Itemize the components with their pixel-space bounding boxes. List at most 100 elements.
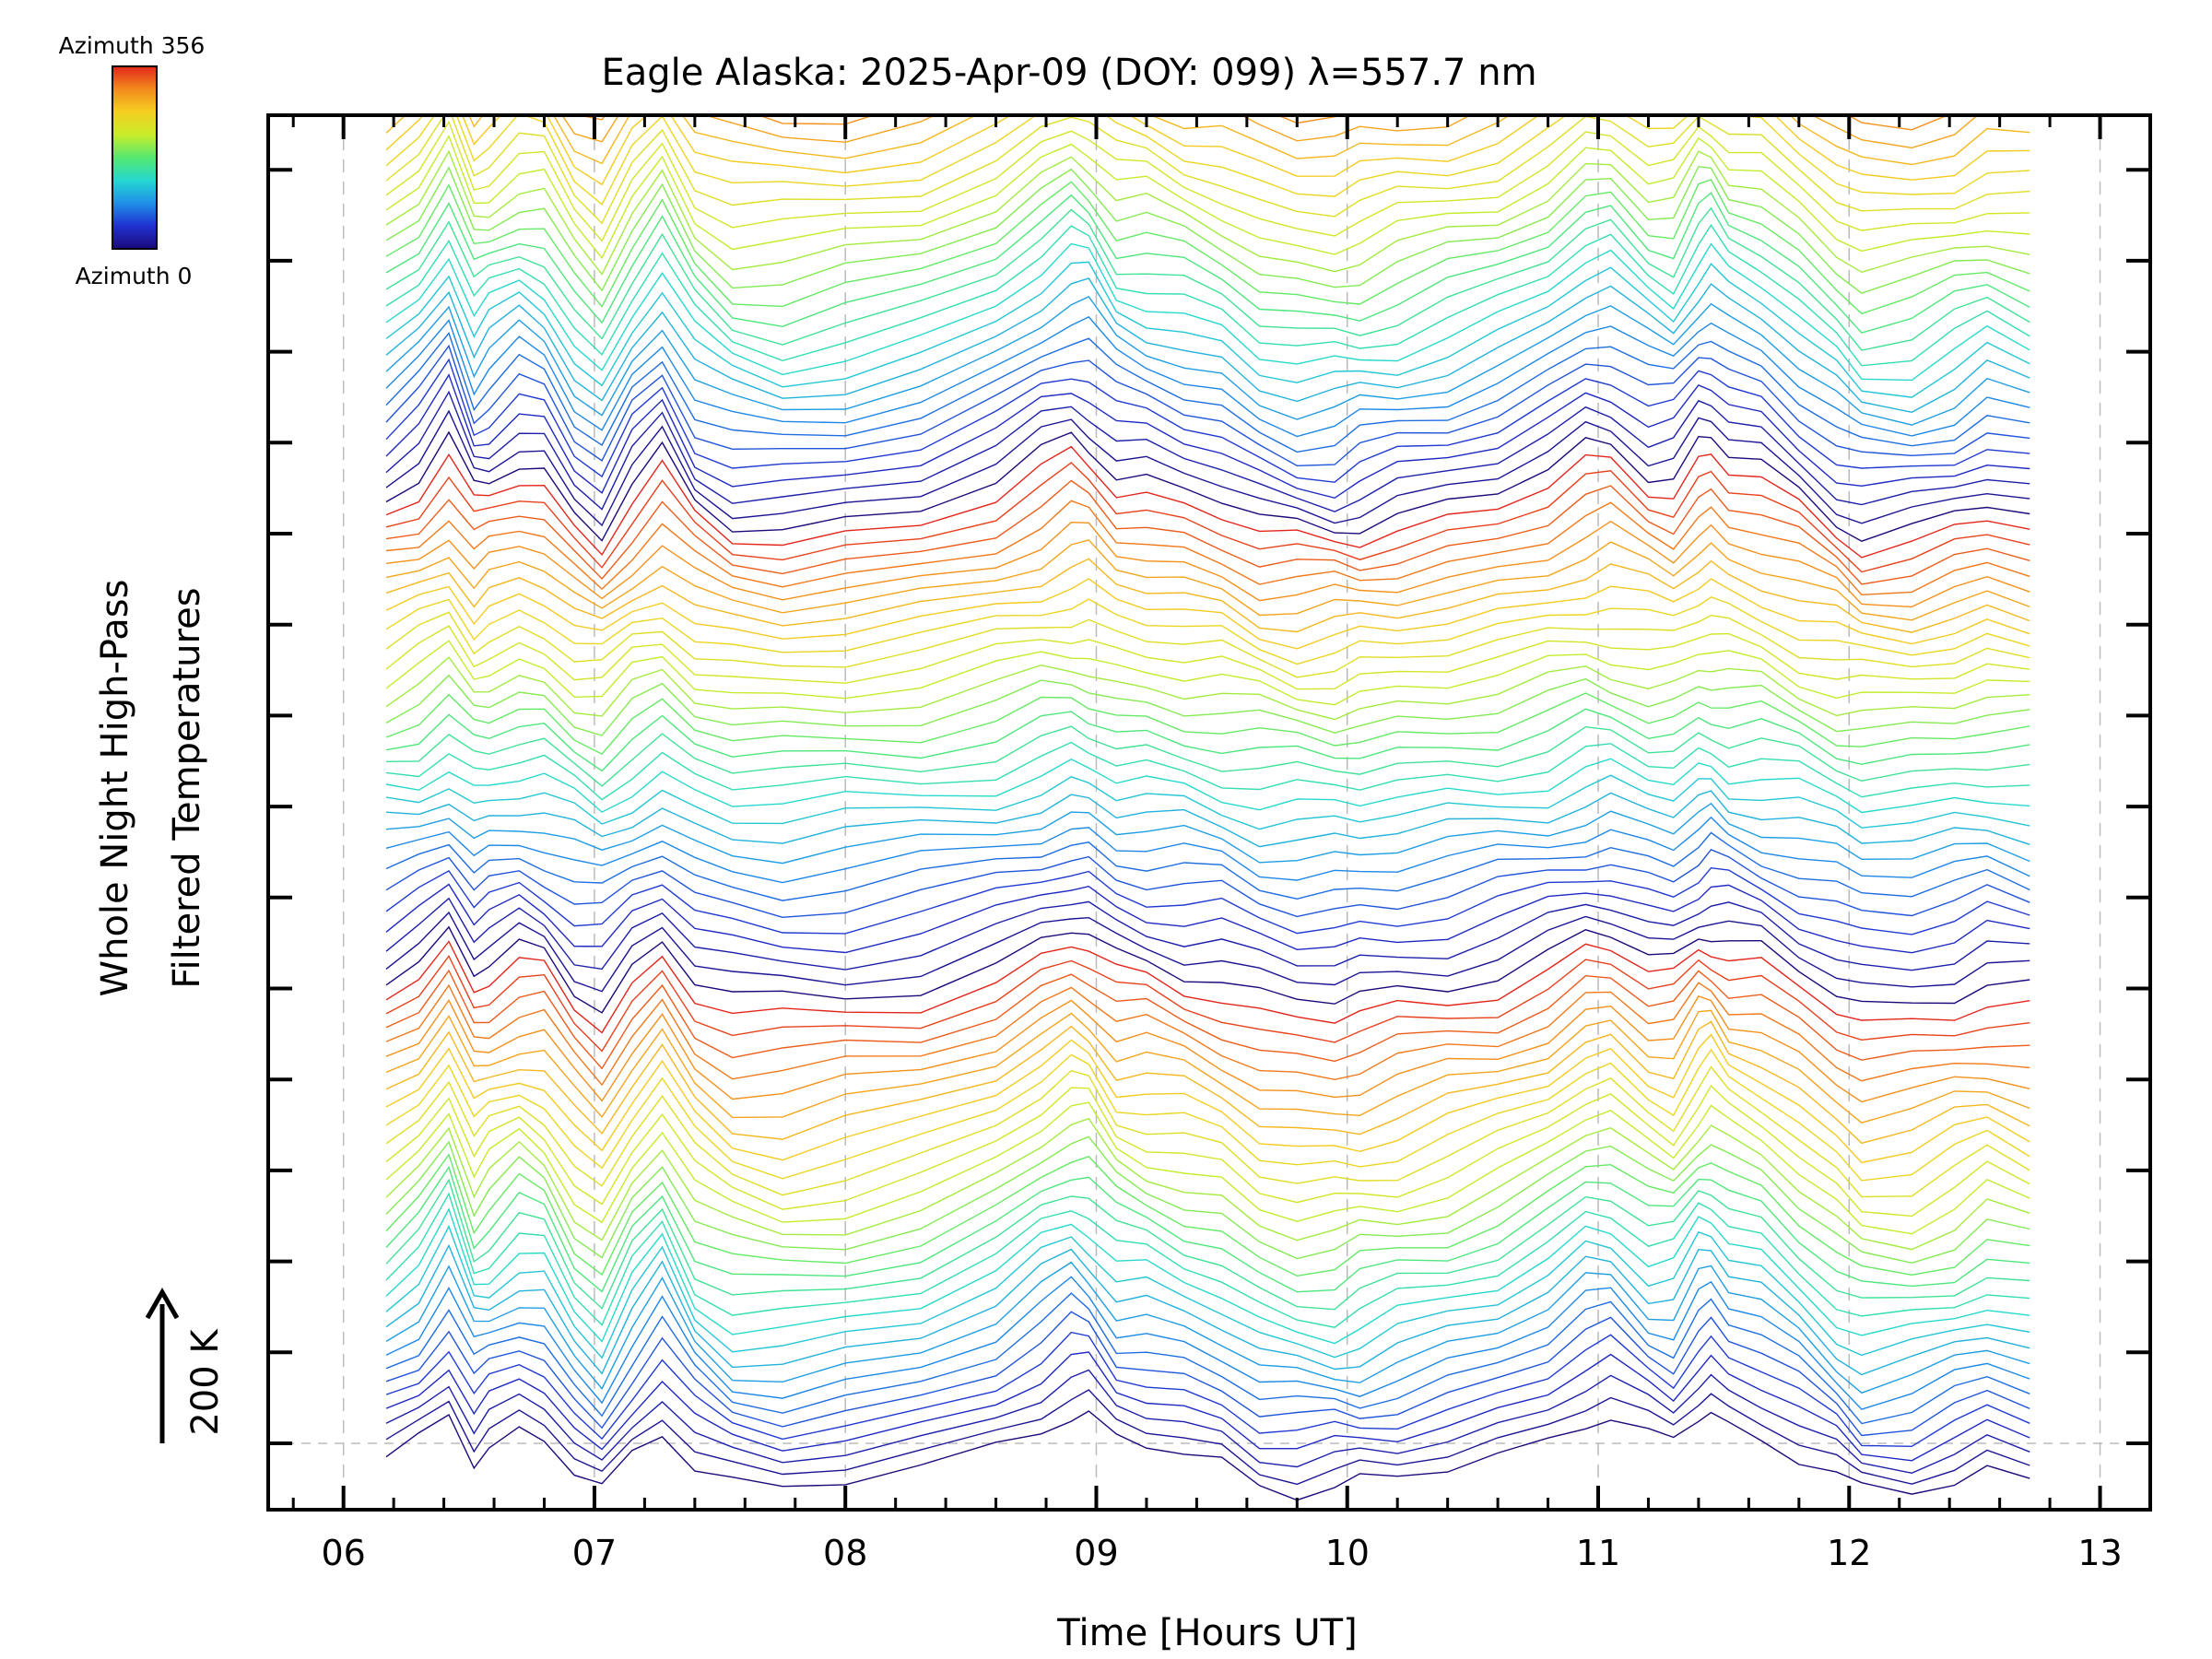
- series-line: [385, 409, 2030, 527]
- scale-arrow-head: [145, 1287, 180, 1320]
- series-line: [385, 758, 2030, 814]
- colorbar: Azimuth 356 Azimuth 0: [59, 32, 206, 289]
- series-line: [385, 242, 2030, 382]
- series-line: [385, 316, 2030, 438]
- series-line: [385, 640, 2030, 706]
- series-line: [385, 1065, 2030, 1198]
- series-line: [385, 708, 2030, 772]
- series-line: [385, 1101, 2030, 1235]
- series-line: [386, 0, 2030, 54]
- scale-marker: 200 K: [145, 1287, 227, 1443]
- series-line: [385, 277, 2030, 414]
- series-line: [386, 0, 2030, 33]
- series-line: [385, 206, 2030, 351]
- series-line: [385, 982, 2030, 1087]
- series-line: [385, 1292, 2030, 1425]
- series-line: [385, 802, 2030, 865]
- x-tick-label: 10: [1325, 1533, 1370, 1573]
- plot-frame: [266, 113, 2152, 1512]
- series-line: [385, 725, 2030, 787]
- series-line: [385, 1311, 2030, 1437]
- series-line: [385, 165, 2030, 294]
- colorbar-top-label: Azimuth 356: [59, 32, 206, 59]
- series-line: [385, 1165, 2030, 1293]
- series-line: [385, 1410, 2030, 1501]
- x-tick-label: 06: [322, 1533, 366, 1573]
- series-line: [385, 331, 2030, 453]
- x-tick-label: 13: [2077, 1533, 2122, 1573]
- series-line: [385, 1178, 2030, 1311]
- x-axis-title: Time [Hours UT]: [1056, 1612, 1357, 1654]
- y-axis-title-line-1: Whole Night High-Pass: [94, 580, 136, 997]
- plot-axes: 06 07 08 09 10 11 12 13: [266, 113, 2152, 1573]
- series-line: [385, 848, 2030, 919]
- series-line: [385, 1048, 2030, 1182]
- series-line: [385, 479, 2030, 585]
- series-line: [385, 358, 2030, 483]
- series-line: [385, 1224, 2030, 1359]
- colorbar-bottom-label: Azimuth 0: [76, 263, 193, 289]
- series-line: [385, 741, 2030, 801]
- series-line: [385, 883, 2030, 954]
- series-line: [385, 816, 2030, 884]
- x-tick-label: 11: [1576, 1533, 1620, 1573]
- series-line: [385, 625, 2030, 690]
- series-line: [385, 1331, 2030, 1448]
- series-line: [385, 940, 2030, 1034]
- series-line: [385, 1192, 2030, 1328]
- series-line: [385, 1117, 2030, 1251]
- scale-arrow-label: 200 K: [184, 1328, 227, 1436]
- series-line: [385, 774, 2030, 830]
- series-line: [385, 1389, 2030, 1486]
- series-line: [385, 430, 2030, 542]
- series-line: [385, 445, 2030, 559]
- series-line: [385, 831, 2030, 901]
- series-line: [385, 596, 2030, 665]
- y-axis-title: Whole Night High-Pass Filtered Temperatu…: [94, 580, 208, 997]
- series-line: [385, 692, 2030, 755]
- series-line: [385, 866, 2030, 935]
- chart-title: Eagle Alaska: 2025-Apr-09 (DOY: 099) λ=5…: [601, 52, 1536, 94]
- series-line: [385, 1020, 2030, 1145]
- series-line: [385, 192, 2030, 334]
- series-line: [385, 296, 2030, 426]
- series-line: [385, 115, 2030, 166]
- series-line: [386, 0, 2030, 15]
- series-line: [385, 520, 2030, 608]
- series-line: [385, 120, 2030, 242]
- series-line: [385, 390, 2030, 512]
- series-line: [385, 995, 2030, 1103]
- series-line: [385, 911, 2030, 993]
- series-line: [385, 611, 2030, 678]
- series-line: [385, 261, 2030, 398]
- series-line: [385, 1084, 2030, 1218]
- series-line: [385, 1351, 2030, 1462]
- series-line: [385, 539, 2030, 621]
- series-line: [385, 558, 2030, 633]
- x-tick-label: 12: [1827, 1533, 1871, 1573]
- series-line: [385, 1207, 2030, 1345]
- series-line: [385, 1276, 2030, 1410]
- series-line: [385, 224, 2030, 367]
- series-line: [385, 790, 2030, 848]
- series-line: [385, 500, 2030, 596]
- series-lines: [385, 0, 2030, 1501]
- series-line: [385, 1009, 2030, 1124]
- x-tick-label: 09: [1074, 1533, 1118, 1573]
- series-line: [385, 135, 2030, 260]
- series-line: [385, 149, 2030, 276]
- x-tick-label: 07: [572, 1533, 617, 1573]
- series-line: [385, 1369, 2030, 1475]
- series-line: [385, 115, 2030, 225]
- series-line: [385, 115, 2030, 186]
- series-line: [385, 969, 2030, 1070]
- series-line: [385, 179, 2030, 315]
- series-line: [385, 954, 2030, 1053]
- series-line: [385, 1033, 2030, 1164]
- y-axis-title-line-2: Filtered Temperatures: [166, 587, 208, 988]
- series-line: [385, 1135, 2030, 1265]
- colorbar-gradient: [112, 65, 158, 250]
- series-line: [385, 1153, 2030, 1277]
- series-line: [385, 925, 2030, 1014]
